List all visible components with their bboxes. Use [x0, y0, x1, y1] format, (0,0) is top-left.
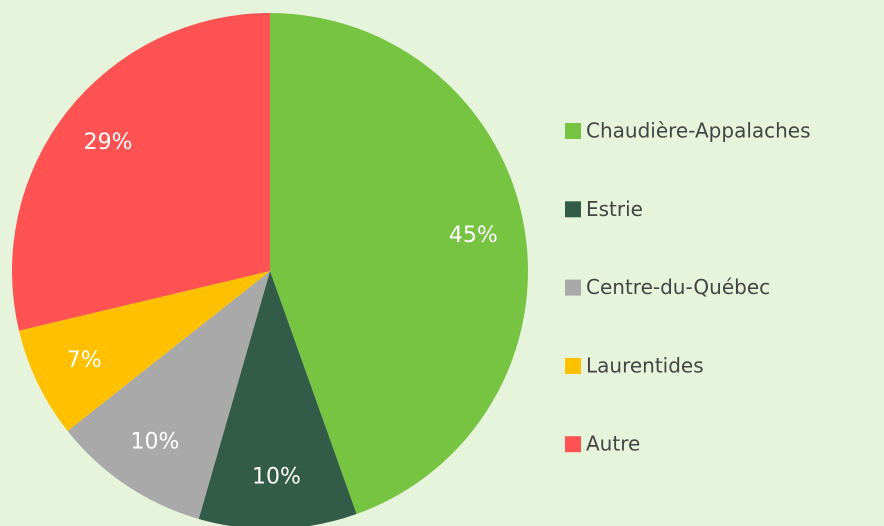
legend-label: Autre [586, 432, 640, 456]
legend-label: Laurentides [586, 353, 704, 377]
legend-label: Chaudière-Appalaches [586, 119, 811, 143]
slice-label: 10% [252, 464, 301, 489]
legend-label: Centre-du-Québec [586, 275, 770, 299]
pie-slice [67, 271, 270, 519]
slice-label: 10% [131, 429, 180, 454]
legend-swatch [565, 123, 581, 139]
legend-label: Estrie [586, 197, 643, 221]
legend-swatch [565, 279, 581, 296]
pie-slice [18, 271, 270, 431]
slice-label: 45% [449, 223, 498, 248]
legend-swatch [565, 201, 581, 218]
legend-swatch [565, 436, 581, 453]
pie-slice [270, 13, 529, 515]
pie-slice [198, 271, 357, 526]
slice-label: 7% [67, 348, 102, 373]
legend-swatch [565, 357, 581, 374]
slice-label: 29% [84, 130, 133, 155]
pie-slice [12, 13, 271, 331]
